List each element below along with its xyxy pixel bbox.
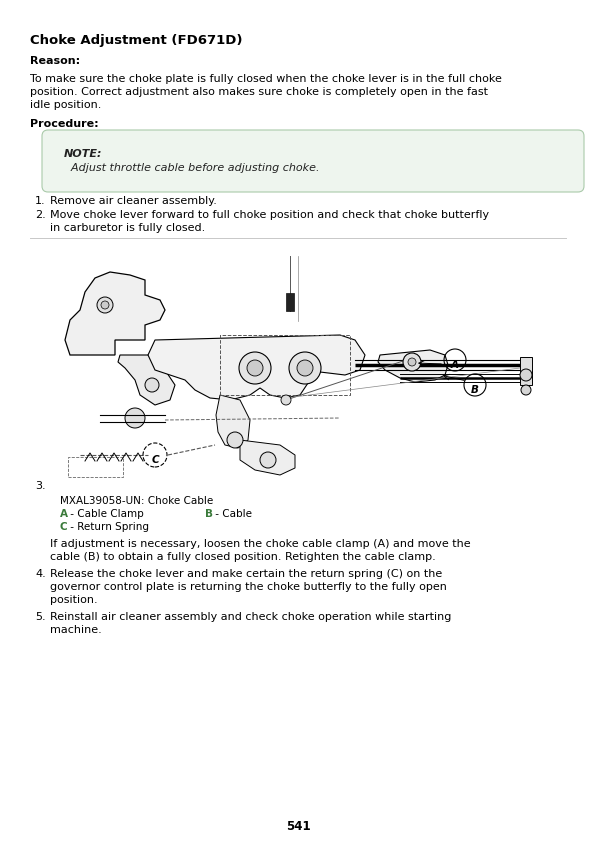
- Text: If adjustment is necessary, loosen the choke cable clamp (A) and move the: If adjustment is necessary, loosen the c…: [50, 539, 471, 549]
- Text: Reason:: Reason:: [30, 56, 80, 66]
- Text: governor control plate is returning the choke butterfly to the fully open: governor control plate is returning the …: [50, 582, 447, 592]
- Text: NOTE:: NOTE:: [64, 149, 103, 159]
- Text: 2.: 2.: [35, 210, 46, 220]
- Text: To make sure the choke plate is fully closed when the choke lever is in the full: To make sure the choke plate is fully cl…: [30, 74, 502, 84]
- Text: A: A: [451, 360, 459, 370]
- Circle shape: [260, 452, 276, 468]
- Polygon shape: [216, 395, 250, 448]
- Circle shape: [101, 301, 109, 309]
- Text: in carburetor is fully closed.: in carburetor is fully closed.: [50, 223, 205, 233]
- Text: idle position.: idle position.: [30, 100, 101, 110]
- Text: Move choke lever forward to full choke position and check that choke butterfly: Move choke lever forward to full choke p…: [50, 210, 489, 220]
- Text: 541: 541: [285, 820, 311, 833]
- Text: 1.: 1.: [35, 196, 46, 206]
- Polygon shape: [65, 272, 165, 355]
- Text: machine.: machine.: [50, 625, 102, 635]
- Bar: [220, 335, 350, 395]
- Polygon shape: [118, 355, 175, 405]
- Text: Remove air cleaner assembly.: Remove air cleaner assembly.: [50, 196, 217, 206]
- Circle shape: [239, 352, 271, 384]
- Polygon shape: [378, 350, 448, 382]
- Circle shape: [403, 353, 421, 371]
- Circle shape: [289, 352, 321, 384]
- Circle shape: [145, 378, 159, 392]
- Text: C: C: [60, 522, 67, 532]
- Bar: [286, 293, 294, 311]
- Circle shape: [125, 408, 145, 428]
- Circle shape: [97, 297, 113, 313]
- Text: MXAL39058-UN: Choke Cable: MXAL39058-UN: Choke Cable: [60, 496, 213, 506]
- Text: A: A: [60, 509, 68, 519]
- Circle shape: [520, 369, 532, 381]
- Text: position.: position.: [50, 595, 98, 605]
- Circle shape: [227, 432, 243, 448]
- Polygon shape: [240, 440, 295, 475]
- Bar: [520, 357, 532, 385]
- Text: 5.: 5.: [35, 612, 46, 622]
- Polygon shape: [148, 335, 365, 400]
- Text: Adjust throttle cable before adjusting choke.: Adjust throttle cable before adjusting c…: [64, 163, 319, 173]
- Text: B: B: [471, 385, 479, 395]
- Text: 3.: 3.: [35, 481, 46, 491]
- FancyBboxPatch shape: [42, 130, 584, 192]
- Text: - Return Spring: - Return Spring: [67, 522, 149, 532]
- Text: Release the choke lever and make certain the return spring (C) on the: Release the choke lever and make certain…: [50, 569, 442, 579]
- Text: position. Correct adjustment also makes sure choke is completely open in the fas: position. Correct adjustment also makes …: [30, 87, 488, 97]
- Text: - Cable Clamp: - Cable Clamp: [67, 509, 144, 519]
- Circle shape: [408, 358, 416, 366]
- Circle shape: [247, 360, 263, 376]
- Text: B: B: [205, 509, 213, 519]
- Circle shape: [297, 360, 313, 376]
- Text: C: C: [151, 455, 159, 465]
- Text: Procedure:: Procedure:: [30, 119, 98, 129]
- Text: 4.: 4.: [35, 569, 46, 579]
- Bar: [68, 457, 123, 477]
- Text: cable (B) to obtain a fully closed position. Retighten the cable clamp.: cable (B) to obtain a fully closed posit…: [50, 552, 436, 562]
- Circle shape: [521, 385, 531, 395]
- Circle shape: [281, 395, 291, 405]
- Text: Reinstall air cleaner assembly and check choke operation while starting: Reinstall air cleaner assembly and check…: [50, 612, 451, 622]
- Text: - Cable: - Cable: [212, 509, 252, 519]
- Text: Choke Adjustment (FD671D): Choke Adjustment (FD671D): [30, 34, 243, 47]
